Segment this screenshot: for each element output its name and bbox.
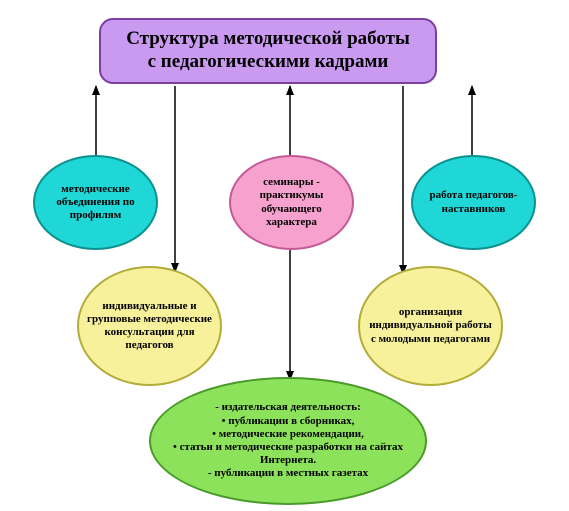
node-consult: индивидуальные и групповые методические … [77, 266, 222, 386]
header-line2: с педагогическими кадрами [126, 51, 410, 74]
publishing-title: - издательская деятельность: [157, 401, 419, 414]
node-mentors: работа педагогов-наставников [411, 155, 536, 250]
node-seminars: семинары - практикумы обучающего характе… [229, 155, 354, 250]
header-box: Структура методической работы с педагоги… [99, 18, 437, 84]
node-profiles: методические объединения по профилям [33, 155, 158, 250]
publishing-item: публикации в сборниках, [157, 415, 419, 428]
node-young: организация индивидуальной работы с моло… [358, 266, 503, 386]
publishing-item: статьи и методические разработки на сайт… [157, 441, 419, 467]
publishing-item: методические рекомендации, [157, 428, 419, 441]
header-line1: Структура методической работы [126, 28, 410, 51]
publishing-node: - издательская деятельность: публикации … [149, 377, 427, 505]
publishing-list: публикации в сборниках,методические реко… [157, 415, 419, 468]
publishing-footer: - публикации в местных газетах [157, 467, 419, 480]
